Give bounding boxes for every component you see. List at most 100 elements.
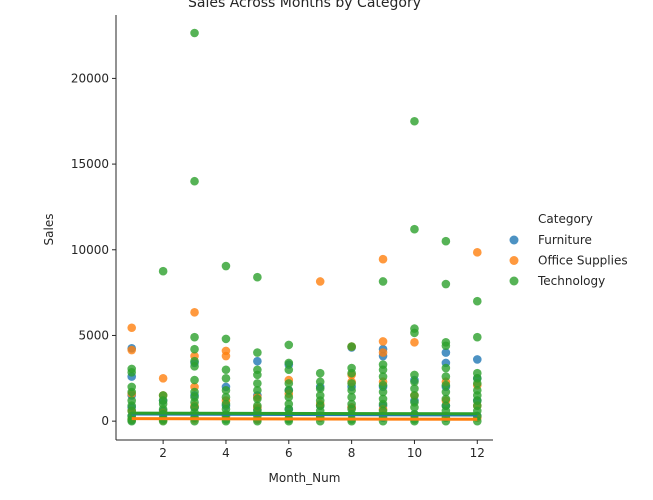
data-point <box>441 387 451 397</box>
series-office-supplies <box>127 248 482 425</box>
data-point <box>158 374 168 383</box>
data-point <box>253 370 262 380</box>
y-tick-label: 20000 <box>71 71 109 85</box>
y-tick-label: 5000 <box>78 328 109 342</box>
data-point <box>284 379 294 388</box>
legend: Category Furniture Office Supplies Technol… <box>509 212 628 288</box>
data-point <box>410 384 419 393</box>
data-point <box>441 341 451 351</box>
data-point <box>284 392 294 402</box>
data-point <box>378 277 388 286</box>
legend-label: Technology <box>537 274 605 288</box>
axes <box>115 15 493 441</box>
data-point <box>410 116 419 126</box>
data-point <box>284 340 294 350</box>
legend-marker <box>509 256 519 265</box>
data-point <box>127 323 137 333</box>
x-tick-label: 6 <box>285 446 293 460</box>
data-point <box>410 338 419 347</box>
data-point <box>441 363 451 373</box>
data-point <box>253 348 262 357</box>
series-technology <box>127 28 482 426</box>
x-ticks: 2 4 6 8 10 12 <box>159 440 485 460</box>
data-point <box>410 403 419 412</box>
data-point <box>410 328 419 338</box>
legend-label: Furniture <box>538 233 592 247</box>
data-point <box>284 365 294 375</box>
legend-label: Office Supplies <box>538 254 628 268</box>
y-tick-label: 15000 <box>71 157 109 171</box>
data-point <box>315 377 325 387</box>
y-axis-label: Sales <box>42 214 56 246</box>
plot-area <box>127 28 482 426</box>
data-point <box>347 386 356 395</box>
data-point <box>221 261 231 271</box>
data-point <box>253 379 262 388</box>
chart-title: Sales Across Months by Category <box>188 0 421 11</box>
data-point <box>378 380 388 390</box>
data-point <box>378 399 388 409</box>
data-point <box>253 272 262 282</box>
data-point <box>378 348 388 357</box>
data-point <box>221 365 231 375</box>
data-point <box>410 224 419 234</box>
data-point <box>441 394 451 404</box>
data-point <box>190 344 199 354</box>
x-tick-label: 12 <box>470 446 485 460</box>
x-tick-label: 10 <box>407 446 422 460</box>
data-point <box>441 279 451 289</box>
data-point <box>253 394 262 404</box>
data-point <box>378 365 388 375</box>
x-axis-label: Month_Num <box>269 471 341 485</box>
data-point <box>315 384 325 393</box>
data-point <box>127 345 137 355</box>
data-point <box>221 386 231 395</box>
trend-line <box>131 411 478 416</box>
data-point <box>410 370 419 380</box>
legend-marker <box>509 276 519 286</box>
data-point <box>221 392 231 402</box>
data-point <box>284 358 294 368</box>
data-point <box>472 355 482 364</box>
data-point <box>190 176 199 186</box>
data-point <box>284 386 294 395</box>
data-point <box>378 387 388 397</box>
y-tick-label: 10000 <box>71 243 109 257</box>
data-point <box>221 374 231 383</box>
data-point <box>315 277 325 286</box>
x-tick-label: 4 <box>222 446 230 460</box>
data-point <box>253 386 262 395</box>
data-point <box>410 391 419 400</box>
data-point <box>472 379 482 388</box>
data-point <box>190 332 199 342</box>
data-point <box>158 266 168 276</box>
trend-line <box>131 417 478 421</box>
legend-title: Category <box>538 212 593 226</box>
data-point <box>441 348 451 357</box>
y-tick-label: 0 <box>101 414 109 428</box>
data-point <box>472 332 482 342</box>
data-point <box>347 368 356 378</box>
data-point <box>347 379 356 388</box>
x-tick-label: 2 <box>159 446 167 460</box>
data-point <box>190 28 199 38</box>
data-point <box>441 236 451 246</box>
data-point <box>190 362 199 371</box>
data-point <box>190 375 199 385</box>
legend-marker <box>509 235 519 245</box>
data-point <box>221 351 231 361</box>
data-point <box>253 356 262 366</box>
data-point <box>347 392 356 402</box>
data-point <box>190 308 199 317</box>
data-point <box>127 368 137 377</box>
data-point <box>315 368 325 378</box>
data-point <box>221 334 231 344</box>
data-point <box>472 248 482 257</box>
data-point <box>441 380 451 390</box>
data-point <box>347 342 356 351</box>
data-point <box>441 372 451 381</box>
data-point <box>378 254 388 264</box>
data-point <box>410 377 419 387</box>
y-ticks: 0 5000 10000 15000 20000 <box>71 71 116 428</box>
